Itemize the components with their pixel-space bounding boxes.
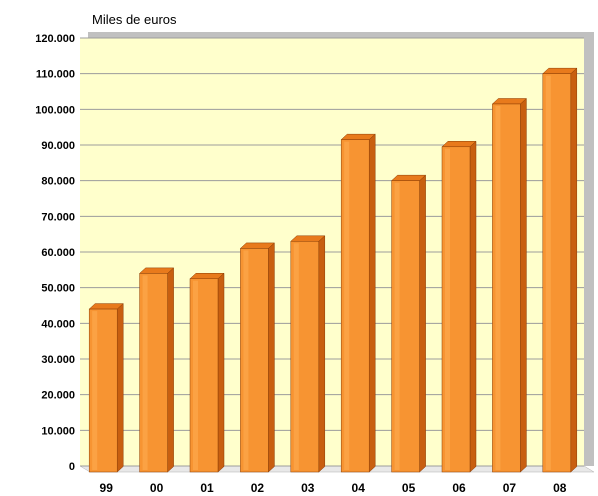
bar-top bbox=[189, 273, 225, 279]
bar-front bbox=[189, 278, 219, 473]
y-tick-label: 40.000 bbox=[41, 318, 75, 330]
bar-front bbox=[139, 273, 168, 473]
bar bbox=[491, 97, 528, 473]
x-tick-label: 99 bbox=[100, 481, 114, 495]
bar bbox=[441, 140, 477, 473]
bar bbox=[542, 67, 578, 473]
y-tick-label: 30.000 bbox=[41, 354, 75, 366]
bar bbox=[138, 267, 175, 473]
bar-highlight bbox=[92, 311, 98, 470]
y-tick-label: 110.000 bbox=[36, 69, 75, 81]
bar-side bbox=[520, 97, 527, 473]
y-tick-label: 60.000 bbox=[41, 247, 75, 259]
bar-top bbox=[542, 67, 578, 74]
bar-highlight bbox=[243, 250, 249, 470]
bar-highlight bbox=[293, 243, 299, 470]
bar-front bbox=[88, 308, 118, 473]
bar-side bbox=[268, 242, 275, 473]
bar-highlight bbox=[495, 105, 501, 470]
bar-side bbox=[419, 174, 426, 473]
bar-side bbox=[368, 133, 376, 473]
y-tick-label: 50.000 bbox=[41, 283, 75, 295]
bar-front bbox=[290, 241, 320, 473]
y-tick-label: 100.000 bbox=[35, 104, 75, 116]
x-tick-label: 05 bbox=[402, 481, 416, 495]
bar-side bbox=[167, 267, 174, 473]
bar-front bbox=[492, 103, 521, 473]
bar-front bbox=[542, 73, 572, 473]
y-tick-label: 20.000 bbox=[41, 390, 75, 402]
y-tick-label: 90.000 bbox=[41, 140, 75, 152]
bar-top bbox=[88, 303, 124, 310]
x-tick-label: 00 bbox=[150, 481, 164, 495]
bar bbox=[290, 235, 326, 473]
x-tick-label: 01 bbox=[200, 481, 214, 495]
x-tick-label: 07 bbox=[503, 481, 517, 495]
x-tick-label: 04 bbox=[352, 481, 366, 495]
y-tick-label: 10.000 bbox=[41, 425, 75, 437]
bar bbox=[239, 242, 276, 473]
bar-side bbox=[570, 67, 578, 473]
x-tick-label: 02 bbox=[251, 481, 265, 495]
bar-front bbox=[391, 180, 420, 473]
bar-side bbox=[217, 272, 225, 473]
bar-side bbox=[318, 235, 326, 473]
bar bbox=[189, 272, 225, 473]
bar bbox=[340, 133, 376, 473]
y-axis-unit-label: Miles de euros bbox=[92, 12, 177, 27]
bar-top bbox=[239, 242, 276, 249]
bar-highlight bbox=[445, 148, 450, 471]
y-tick-label: 70.000 bbox=[41, 211, 75, 223]
bar-top bbox=[491, 98, 528, 105]
bar-highlight bbox=[394, 182, 400, 470]
bar bbox=[88, 302, 124, 473]
bar-highlight bbox=[193, 280, 198, 470]
bar-front bbox=[441, 146, 471, 473]
y-tick-label: 0 bbox=[69, 461, 75, 473]
bars bbox=[88, 67, 578, 473]
bar-top bbox=[290, 235, 326, 242]
x-axis-ticks: 99 00 01 02 03 04 05 06 07 08 bbox=[100, 481, 567, 495]
bar bbox=[390, 174, 427, 473]
bar-side bbox=[116, 302, 124, 473]
bar-highlight bbox=[344, 141, 350, 470]
bar-front bbox=[240, 248, 269, 473]
bar-highlight bbox=[545, 75, 551, 471]
bar-top bbox=[340, 133, 376, 140]
bar-side bbox=[469, 140, 477, 473]
bar-top bbox=[441, 141, 477, 148]
bar-top bbox=[138, 267, 175, 274]
x-tick-label: 06 bbox=[452, 481, 466, 495]
y-tick-label: 120.000 bbox=[35, 33, 75, 45]
x-tick-label: 08 bbox=[553, 481, 567, 495]
bar-front bbox=[340, 139, 370, 473]
bar-top bbox=[390, 174, 427, 181]
x-tick-label: 03 bbox=[301, 481, 315, 495]
bar-highlight bbox=[142, 275, 148, 470]
y-tick-label: 80.000 bbox=[41, 176, 75, 188]
y-axis-ticks: 0 10.000 20.000 30.000 40.000 50.000 60.000 70.… bbox=[35, 33, 75, 473]
